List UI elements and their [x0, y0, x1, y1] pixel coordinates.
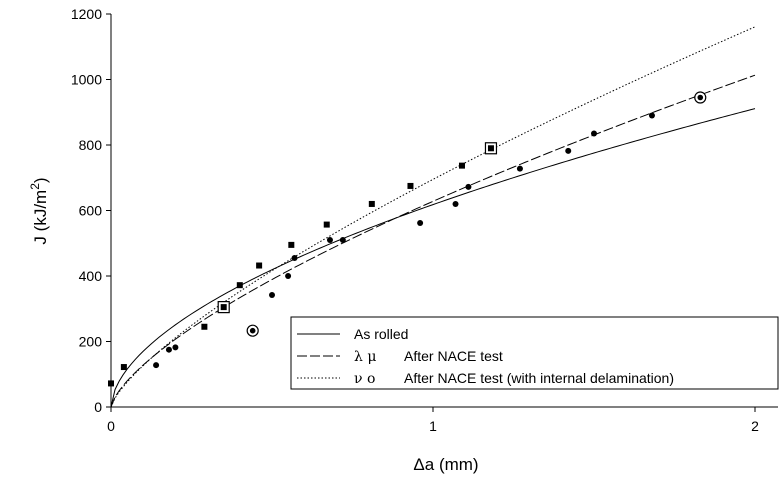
curve-nace-delam: [110, 26, 756, 408]
highlighted-circle-marker: [697, 94, 704, 101]
circle-marker: [326, 236, 333, 243]
circle-marker: [285, 273, 292, 279]
y-tick-label: 800: [79, 137, 103, 153]
y-tick-label: 200: [79, 334, 103, 350]
circle-marker: [269, 291, 275, 298]
x-tick-label: 2: [751, 418, 759, 434]
y-tick-label: 1200: [71, 6, 102, 22]
circle-marker: [516, 165, 523, 172]
circle-marker: [165, 346, 172, 353]
square-marker: [458, 162, 465, 169]
curve-as-rolled: [110, 108, 756, 408]
y-axis-title: J (kJ/m2): [28, 177, 50, 244]
legend: As rolled λ μ After NACE test ν ο After …: [290, 316, 779, 390]
square-marker: [368, 200, 375, 207]
legend-symbols-nace-delam: ν ο: [354, 371, 375, 387]
circle-marker: [339, 236, 346, 243]
y-tick-label: 1000: [71, 72, 102, 88]
circle-marker: [417, 219, 424, 226]
legend-box: [290, 316, 779, 390]
circle-marker: [591, 130, 597, 137]
y-axis-ticks: 0 200 400 600 800 1000 1200: [71, 6, 111, 415]
y-tick-label: 600: [79, 203, 103, 219]
circle-marker: [452, 200, 459, 207]
square-marker: [236, 282, 243, 289]
data-markers: [108, 91, 707, 387]
circle-marker: [153, 362, 160, 369]
circle-marker: [291, 254, 298, 261]
x-tick-label: 0: [107, 418, 115, 434]
legend-label-as-rolled: As rolled: [354, 326, 408, 342]
square-marker: [288, 241, 295, 248]
legend-label-nace-delam: After NACE test (with internal delaminat…: [404, 370, 674, 386]
circle-marker: [172, 344, 179, 351]
legend-symbols-nace: λ μ: [354, 349, 376, 365]
circle-marker: [465, 183, 472, 190]
circle-marker: [648, 112, 655, 119]
highlighted-circle-marker: [249, 327, 256, 334]
square-marker: [120, 364, 127, 371]
circle-marker: [565, 147, 572, 154]
square-marker: [256, 262, 263, 269]
highlighted-square-marker: [220, 304, 227, 311]
legend-label-nace: After NACE test: [404, 348, 503, 364]
square-marker: [201, 323, 208, 330]
y-tick-label: 0: [94, 399, 102, 415]
square-marker: [407, 182, 414, 189]
x-axis-ticks: 0 1 2: [107, 407, 759, 434]
square-marker: [108, 380, 114, 387]
highlighted-square-marker: [487, 145, 494, 152]
y-tick-label: 400: [79, 268, 103, 284]
x-tick-label: 1: [429, 418, 437, 434]
x-axis-title: Δa (mm): [413, 455, 478, 474]
square-marker: [323, 221, 330, 228]
